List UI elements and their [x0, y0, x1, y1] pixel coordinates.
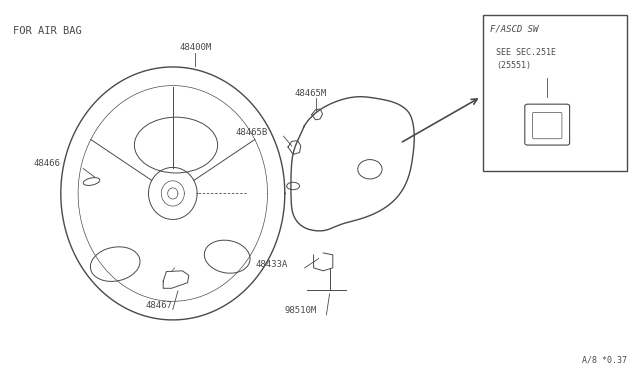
Text: SEE SEC.251E
(25551): SEE SEC.251E (25551) — [496, 48, 556, 70]
Text: F/ASCD SW: F/ASCD SW — [490, 24, 538, 33]
Text: A/8 *0.37: A/8 *0.37 — [582, 355, 627, 364]
Text: 48433A: 48433A — [256, 260, 288, 269]
Text: 48466: 48466 — [33, 159, 60, 168]
Bar — [483, 15, 627, 171]
Text: 98510M: 98510M — [285, 307, 317, 315]
Text: 48467: 48467 — [146, 301, 173, 310]
Text: 48465M: 48465M — [294, 89, 326, 98]
Text: FOR AIR BAG: FOR AIR BAG — [13, 26, 81, 36]
Text: 48400M: 48400M — [179, 43, 211, 52]
Text: 48465B: 48465B — [236, 128, 268, 137]
